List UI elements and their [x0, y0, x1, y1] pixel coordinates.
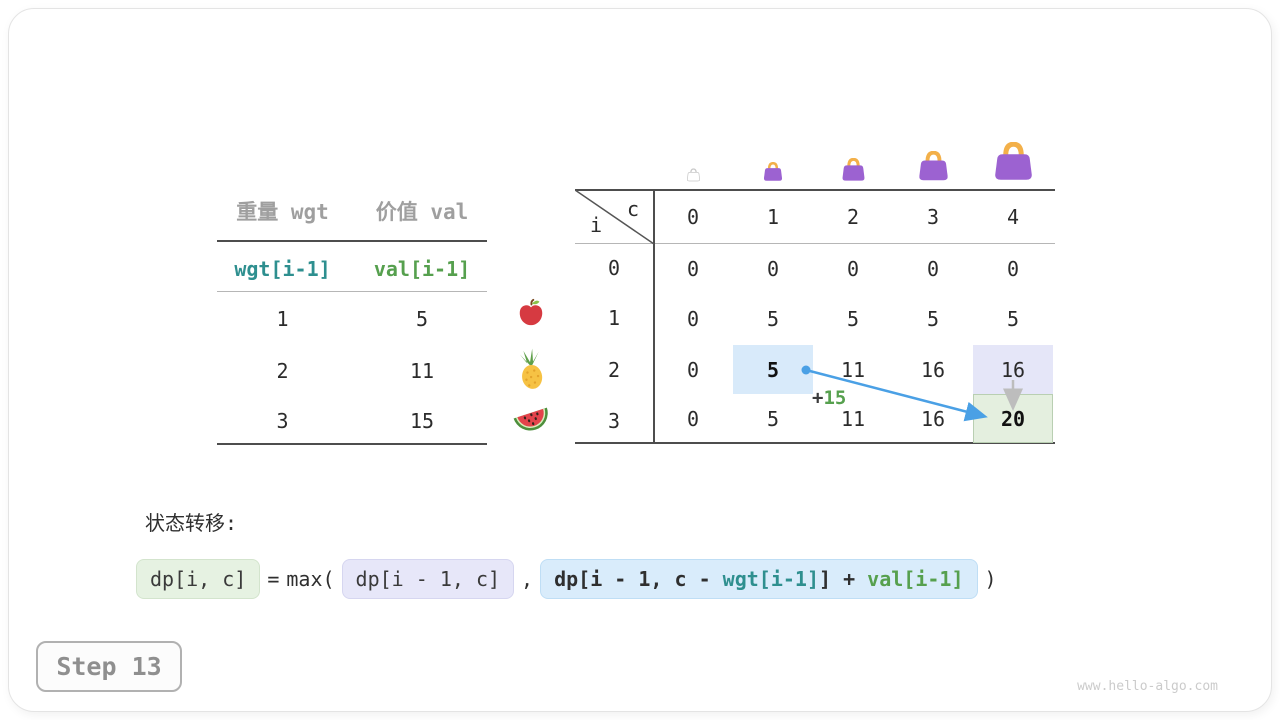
dp-table-header-rule: [575, 243, 1055, 244]
dp-cell: 0: [686, 357, 700, 382]
dp-cell: 5: [1006, 306, 1020, 331]
dp-cell: 5: [846, 306, 860, 331]
dp-cell: 5: [926, 306, 940, 331]
bag-size-3-icon: [893, 114, 973, 182]
bag-size-4-icon: [973, 114, 1053, 182]
formula-arg2-dp: dp[i - 1, c -: [554, 567, 723, 591]
dp-row-label: 2: [607, 358, 621, 382]
dp-cell-source: 5: [766, 357, 780, 382]
dp-cell: 0: [686, 306, 700, 331]
items-table-bottom-rule: [217, 443, 487, 445]
items-formula-val: val[i-1]: [373, 257, 471, 281]
item-row-wgt: 2: [276, 359, 289, 383]
dp-col-label: 4: [1006, 205, 1020, 229]
pineapple-icon: [511, 348, 551, 390]
formula-arg1: dp[i - 1, c]: [341, 559, 515, 599]
highlight-source-cell: [733, 345, 813, 394]
dp-table-top-rule: [575, 189, 1055, 191]
dp-cell: 16: [920, 357, 946, 382]
items-formula-wgt: wgt[i-1]: [234, 257, 331, 281]
dp-cell: 5: [766, 406, 780, 431]
step-badge: Step 13: [36, 641, 182, 692]
dp-row-label: 0: [607, 256, 621, 280]
items-table-top-rule: [217, 240, 487, 242]
item-row-val: 5: [415, 307, 429, 331]
dp-cell: 0: [686, 406, 700, 431]
dp-cell: 0: [766, 256, 780, 281]
dp-cell: 5: [766, 306, 780, 331]
dp-cell-target: 20: [1000, 406, 1026, 431]
items-col-header-value: 价值 val: [375, 200, 469, 224]
item-row-wgt: 3: [276, 409, 289, 433]
formula-arg2-plus: ] +: [819, 567, 868, 591]
dp-table-bottom-rule: [575, 442, 1055, 444]
add-value-annotation: +15: [812, 387, 846, 409]
items-table-mid-rule: [217, 291, 487, 292]
dp-col-label: 1: [766, 205, 780, 229]
plus-sign: +: [812, 387, 824, 409]
dp-corner-diagonal: [575, 189, 655, 245]
watermark: www.hello-algo.com: [1077, 679, 1218, 694]
transition-formula: dp[i, c] = max( dp[i - 1, c] , dp[i - 1,…: [136, 558, 997, 600]
formula-equals: =: [267, 567, 280, 591]
items-col-header-weight: 重量 wgt: [236, 200, 329, 224]
formula-arg2-wgt: wgt[i-1]: [722, 567, 819, 591]
dp-cell-compare: 16: [1000, 357, 1026, 382]
bag-size-1-icon: [733, 114, 813, 182]
dp-cell: 0: [926, 256, 940, 281]
formula-arg2-val: val[i-1]: [867, 567, 964, 591]
formula-lhs: dp[i, c]: [136, 559, 261, 599]
dp-cell: 16: [920, 406, 946, 431]
dp-cell: 0: [1006, 256, 1020, 281]
dp-cell: 0: [686, 256, 700, 281]
dp-row-label: 1: [607, 306, 621, 330]
state-transition-label: 状态转移:: [145, 511, 238, 535]
bag-size-2-icon: [813, 114, 893, 182]
dp-col-label: 0: [686, 205, 700, 229]
formula-max-open: max(: [286, 567, 335, 591]
dp-col-label: 3: [926, 205, 940, 229]
dp-table-vertical-rule: [653, 189, 655, 444]
formula-close-paren: ): [984, 567, 997, 591]
dp-corner-row-var: i: [589, 213, 603, 237]
dp-col-label: 2: [846, 205, 860, 229]
item-row-val: 11: [409, 359, 435, 383]
watermelon-icon: [511, 401, 551, 437]
added-value: 15: [823, 387, 847, 409]
dp-row-label: 3: [607, 409, 621, 433]
dp-corner-col-var: c: [626, 197, 640, 221]
formula-arg2: dp[i - 1, c - wgt[i-1]] + val[i-1]: [540, 559, 978, 599]
bag-empty-icon: [653, 114, 733, 182]
item-row-val: 15: [409, 409, 435, 433]
dp-cell: 0: [846, 256, 860, 281]
formula-comma: ,: [521, 567, 534, 591]
item-row-wgt: 1: [276, 307, 289, 331]
apple-icon: [511, 297, 551, 327]
